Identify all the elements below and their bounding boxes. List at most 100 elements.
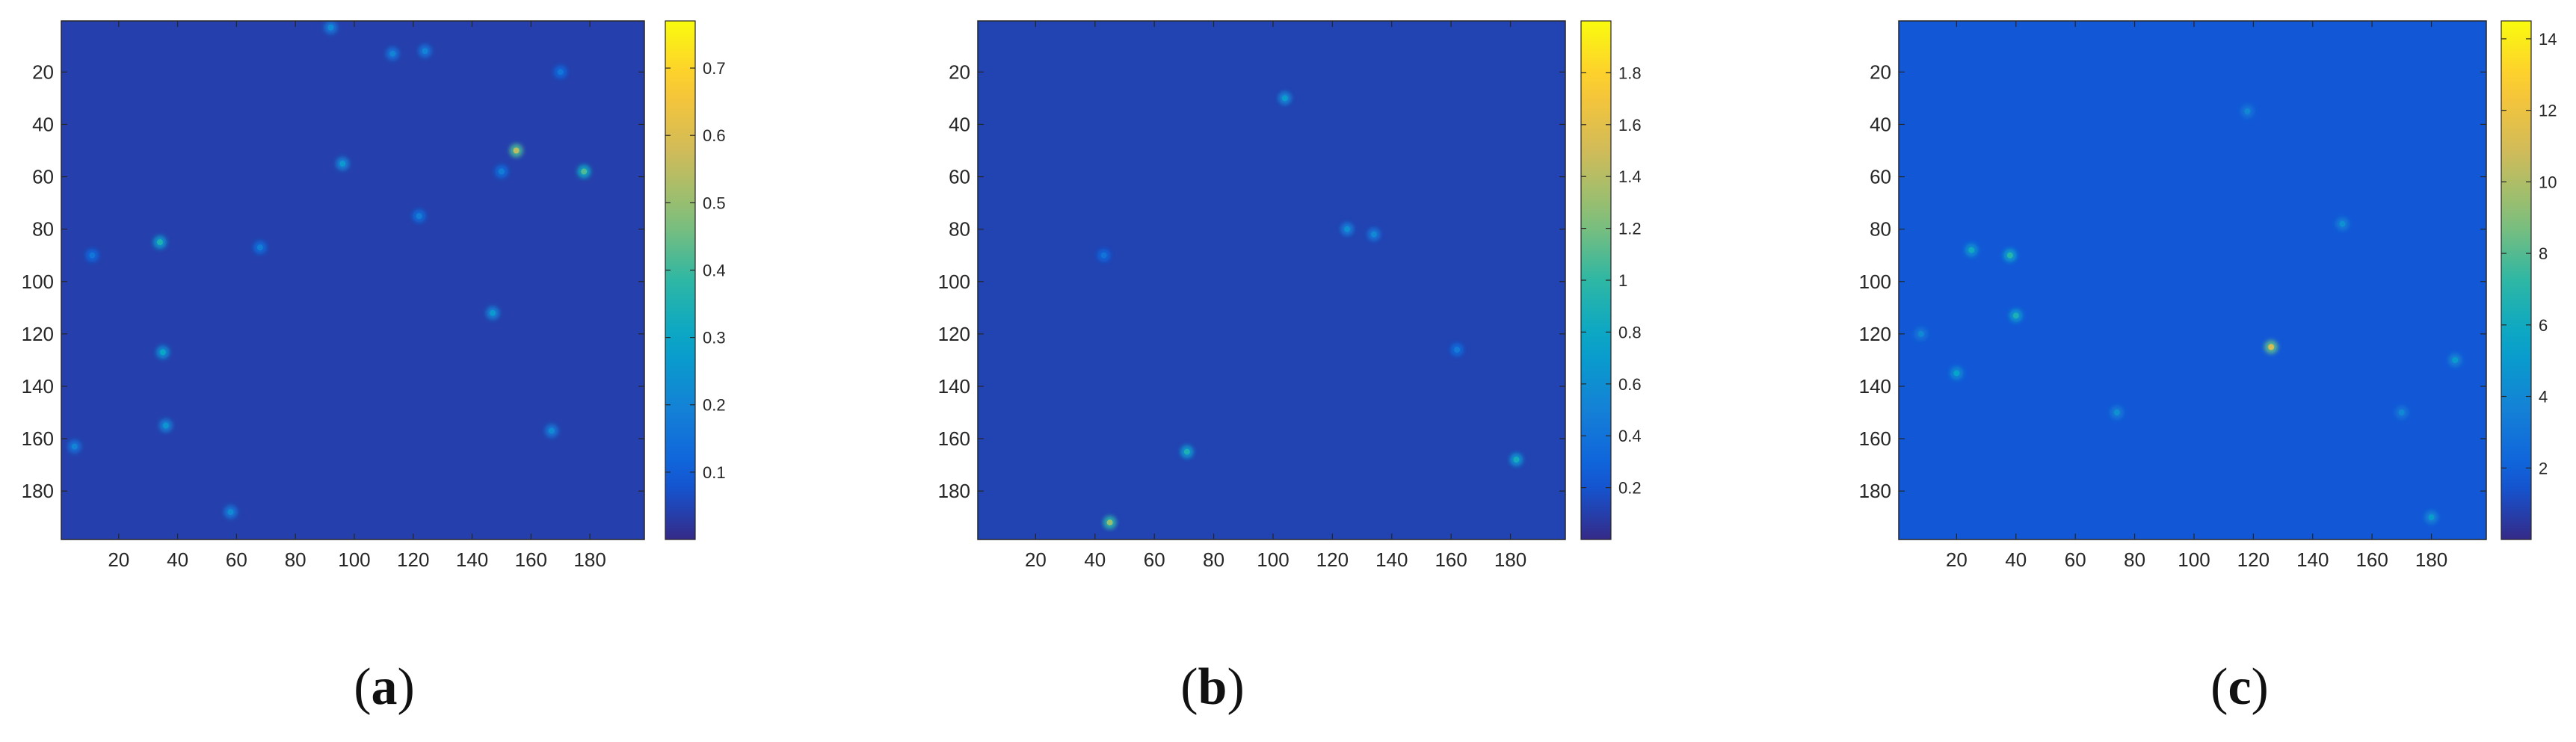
colorbar-tick-label: 6 [2539, 316, 2548, 335]
y-tick-label: 180 [938, 480, 970, 502]
y-tick-label: 140 [1859, 375, 1891, 398]
x-tick-label: 80 [2124, 548, 2145, 571]
x-tick-label: 140 [2296, 548, 2329, 571]
y-tick-label: 60 [32, 166, 54, 188]
hotspot [581, 168, 588, 175]
x-tick-label: 120 [397, 548, 429, 571]
heatmap-a: 20 40 60 80 100 120 140 160 180 20 40 60 80 100 120 140… [22, 20, 726, 571]
hotspot [327, 24, 334, 31]
colorbar-tick-label: 0.5 [703, 194, 726, 212]
panel-label-b: (b) [1180, 658, 1245, 716]
y-tick-label: 20 [32, 61, 54, 83]
x-tick-label: 20 [108, 548, 129, 571]
panel-b: 20 40 60 80 100 120 140 160 180 20 40 60 80 100 120 140… [858, 0, 1716, 742]
y-tick-label: 140 [22, 375, 54, 398]
colorbar-tick-label: 0.6 [703, 126, 726, 145]
y-tick-label: 80 [1870, 218, 1891, 241]
y-tick-label: 80 [949, 218, 970, 241]
hotspot [1183, 448, 1190, 455]
hotspot [1281, 95, 1288, 102]
hotspot [2012, 312, 2019, 319]
y-tick-label: 20 [1870, 61, 1891, 83]
hotspot [2244, 108, 2251, 114]
hotspot [162, 422, 169, 429]
colorbar-tick-label: 8 [2539, 244, 2548, 263]
panel-a: 20 40 60 80 100 120 140 160 180 20 40 60 80 100 120 140… [0, 0, 858, 742]
hotspot [513, 147, 520, 154]
y-tick-label: 120 [1859, 323, 1891, 345]
hotspot [227, 509, 234, 516]
y-tick-label: 160 [1859, 427, 1891, 450]
colorbar-tick-label: 0.7 [703, 59, 726, 78]
hotspot [1513, 457, 1520, 463]
colorbar-tick-label: 0.2 [703, 396, 726, 415]
hotspot [71, 443, 78, 450]
hotspot [2268, 344, 2275, 350]
y-tick-label: 180 [22, 480, 54, 502]
panel-label-c: (c) [2210, 658, 2269, 716]
colorbar-tick-label: 0.4 [703, 261, 726, 279]
heatmap-c: 20 40 60 80 100 120 140 160 180 20 40 60 80 100 120 140… [1859, 20, 2557, 571]
heatmap-background [978, 21, 1565, 540]
hotspot [339, 161, 346, 167]
colorbar-tick-label: 0.3 [703, 329, 726, 347]
colorbar [2500, 20, 2532, 540]
colorbar-tick-label: 1.2 [1618, 220, 1642, 238]
x-tick-label: 120 [2237, 548, 2270, 571]
x-tick-label: 100 [338, 548, 370, 571]
colorbar-tick-label: 10 [2539, 173, 2557, 191]
heatmap-b: 20 40 60 80 100 120 140 160 180 20 40 60 80 100 120 140… [938, 20, 1642, 571]
y-tick-label: 40 [32, 113, 54, 135]
y-tick-label: 40 [1870, 113, 1891, 135]
hotspot [89, 252, 96, 259]
heatmap-background [61, 21, 644, 540]
y-tick-label: 160 [938, 427, 970, 450]
hotspot [2113, 409, 2120, 416]
x-tick-label: 160 [1435, 548, 1467, 571]
hotspot [548, 427, 555, 434]
hotspot [1953, 370, 1960, 377]
hotspot [2398, 409, 2405, 416]
colorbar-tick-label: 0.1 [703, 463, 726, 482]
x-tick-label: 60 [2065, 548, 2086, 571]
hotspot [416, 213, 422, 220]
axes-frame [61, 20, 645, 540]
x-tick-label: 60 [226, 548, 247, 571]
hotspot [156, 239, 163, 246]
colorbar-tick-label: 1 [1618, 271, 1627, 290]
y-tick-label: 160 [22, 427, 54, 450]
hotspot [2006, 252, 2013, 259]
hotspot [159, 349, 166, 356]
y-tick-label: 40 [949, 113, 970, 135]
colorbar-tick-label: 2 [2539, 459, 2548, 477]
y-tick-label: 120 [22, 323, 54, 345]
hotspot [2452, 356, 2459, 363]
y-tick-label: 20 [949, 61, 970, 83]
colorbar-tick-label: 4 [2539, 388, 2548, 406]
hotspot [389, 50, 396, 57]
x-tick-label: 60 [1144, 548, 1165, 571]
y-tick-label: 180 [1859, 480, 1891, 502]
hotspot [1344, 226, 1351, 232]
hotspot [490, 309, 496, 316]
hotspot [256, 244, 263, 251]
x-tick-label: 160 [515, 548, 547, 571]
y-tick-label: 100 [1859, 270, 1891, 293]
y-tick-label: 120 [938, 323, 970, 345]
colorbar-tick-label: 0.8 [1618, 323, 1642, 341]
y-tick-label: 60 [949, 166, 970, 188]
hotspot [498, 168, 505, 175]
x-tick-label: 180 [2415, 548, 2447, 571]
hotspot [422, 48, 428, 55]
y-tick-label: 60 [1870, 166, 1891, 188]
y-tick-label: 100 [22, 270, 54, 293]
x-tick-label: 40 [2005, 548, 2027, 571]
heatmap-background [1899, 21, 2486, 540]
y-tick-label: 140 [938, 375, 970, 398]
colorbar-tick-label: 0.6 [1618, 375, 1642, 394]
panel-label-a: (a) [354, 658, 415, 716]
x-tick-label: 100 [2178, 548, 2210, 571]
x-tick-label: 20 [1025, 548, 1047, 571]
hotspot [1454, 346, 1461, 353]
hotspot [1100, 252, 1107, 259]
